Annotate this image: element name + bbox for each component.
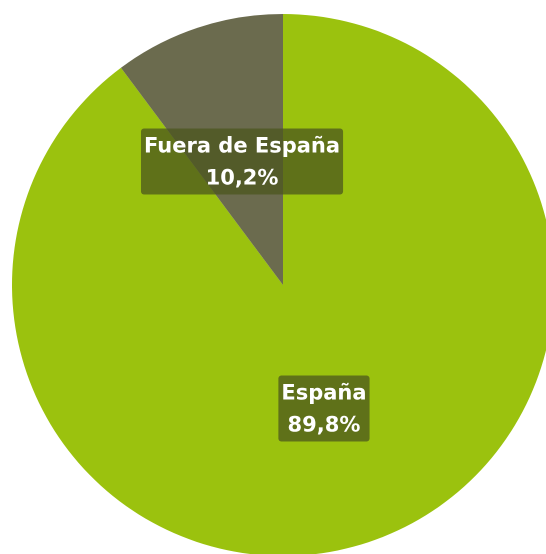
slice-label: España 89,8% [278, 375, 370, 442]
slice-name: España [281, 380, 366, 404]
slice-value: 10,2% [206, 166, 279, 190]
label-box [140, 128, 344, 195]
slice-label: Fuera de España 10,2% [140, 128, 344, 195]
label-box [278, 375, 370, 442]
slice-name: Fuera de España [144, 134, 340, 158]
slice-value: 89,8% [288, 412, 361, 436]
